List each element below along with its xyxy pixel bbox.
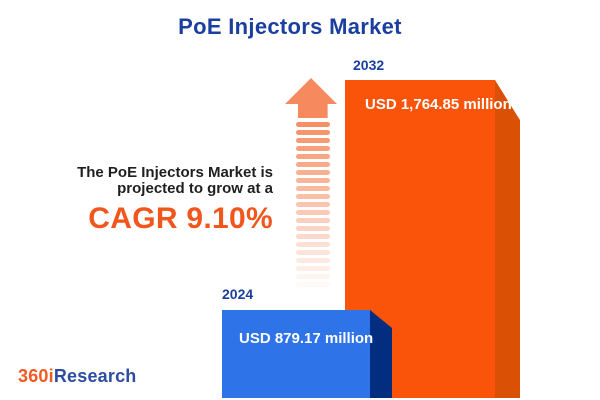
- bar-2032-value-label: USD 1,764.85 million: [365, 96, 512, 113]
- arrow-trail-dash: [296, 234, 330, 239]
- arrow-trail-dash: [296, 242, 330, 247]
- cagr-text: CAGR 9.10%: [88, 202, 273, 235]
- bar-2024-value-label: USD 879.17 million: [239, 330, 374, 347]
- growth-annotation: The PoE Injectors Market is projected to…: [23, 165, 273, 236]
- annotation-line-1: The PoE Injectors Market is: [77, 164, 273, 181]
- arrow-trail: [296, 122, 330, 290]
- arrow-trail-dash: [296, 194, 330, 199]
- bar-2032-year-label: 2032: [353, 57, 385, 73]
- arrow-trail-dash: [296, 170, 330, 175]
- arrow-trail-dash: [296, 146, 330, 151]
- arrow-trail-dash: [296, 226, 330, 231]
- arrow-trail-dash: [296, 282, 330, 287]
- bar-2024-side-face: [370, 310, 392, 398]
- page-title: PoE Injectors Market: [178, 14, 402, 39]
- arrow-trail-dash: [296, 130, 330, 135]
- logo-part-360i: 360i: [18, 366, 54, 386]
- bar-2024-front-face: USD 879.17 million: [222, 310, 374, 398]
- arrow-trail-dash: [296, 218, 330, 223]
- bar-2024-year-label: 2024: [222, 286, 254, 302]
- arrow-trail-dash: [296, 122, 330, 127]
- arrow-trail-dash: [296, 210, 330, 215]
- arrow-trail-dash: [296, 266, 330, 271]
- brand-logo: 360iResearch: [18, 366, 137, 387]
- arrow-trail-dash: [296, 274, 330, 279]
- bar-2032-side-face: [495, 80, 520, 398]
- arrow-trail-dash: [296, 138, 330, 143]
- arrow-trail-dash: [296, 162, 330, 167]
- arrow-trail-dash: [296, 186, 330, 191]
- logo-part-research: Research: [53, 366, 137, 386]
- annotation-line-2: projected to grow at a: [117, 180, 273, 197]
- arrow-trail-dash: [296, 258, 330, 263]
- growth-arrow-icon: [285, 78, 337, 118]
- arrow-trail-dash: [296, 154, 330, 159]
- arrow-trail-dash: [296, 202, 330, 207]
- arrow-trail-dash: [296, 178, 330, 183]
- arrow-trail-dash: [296, 250, 330, 255]
